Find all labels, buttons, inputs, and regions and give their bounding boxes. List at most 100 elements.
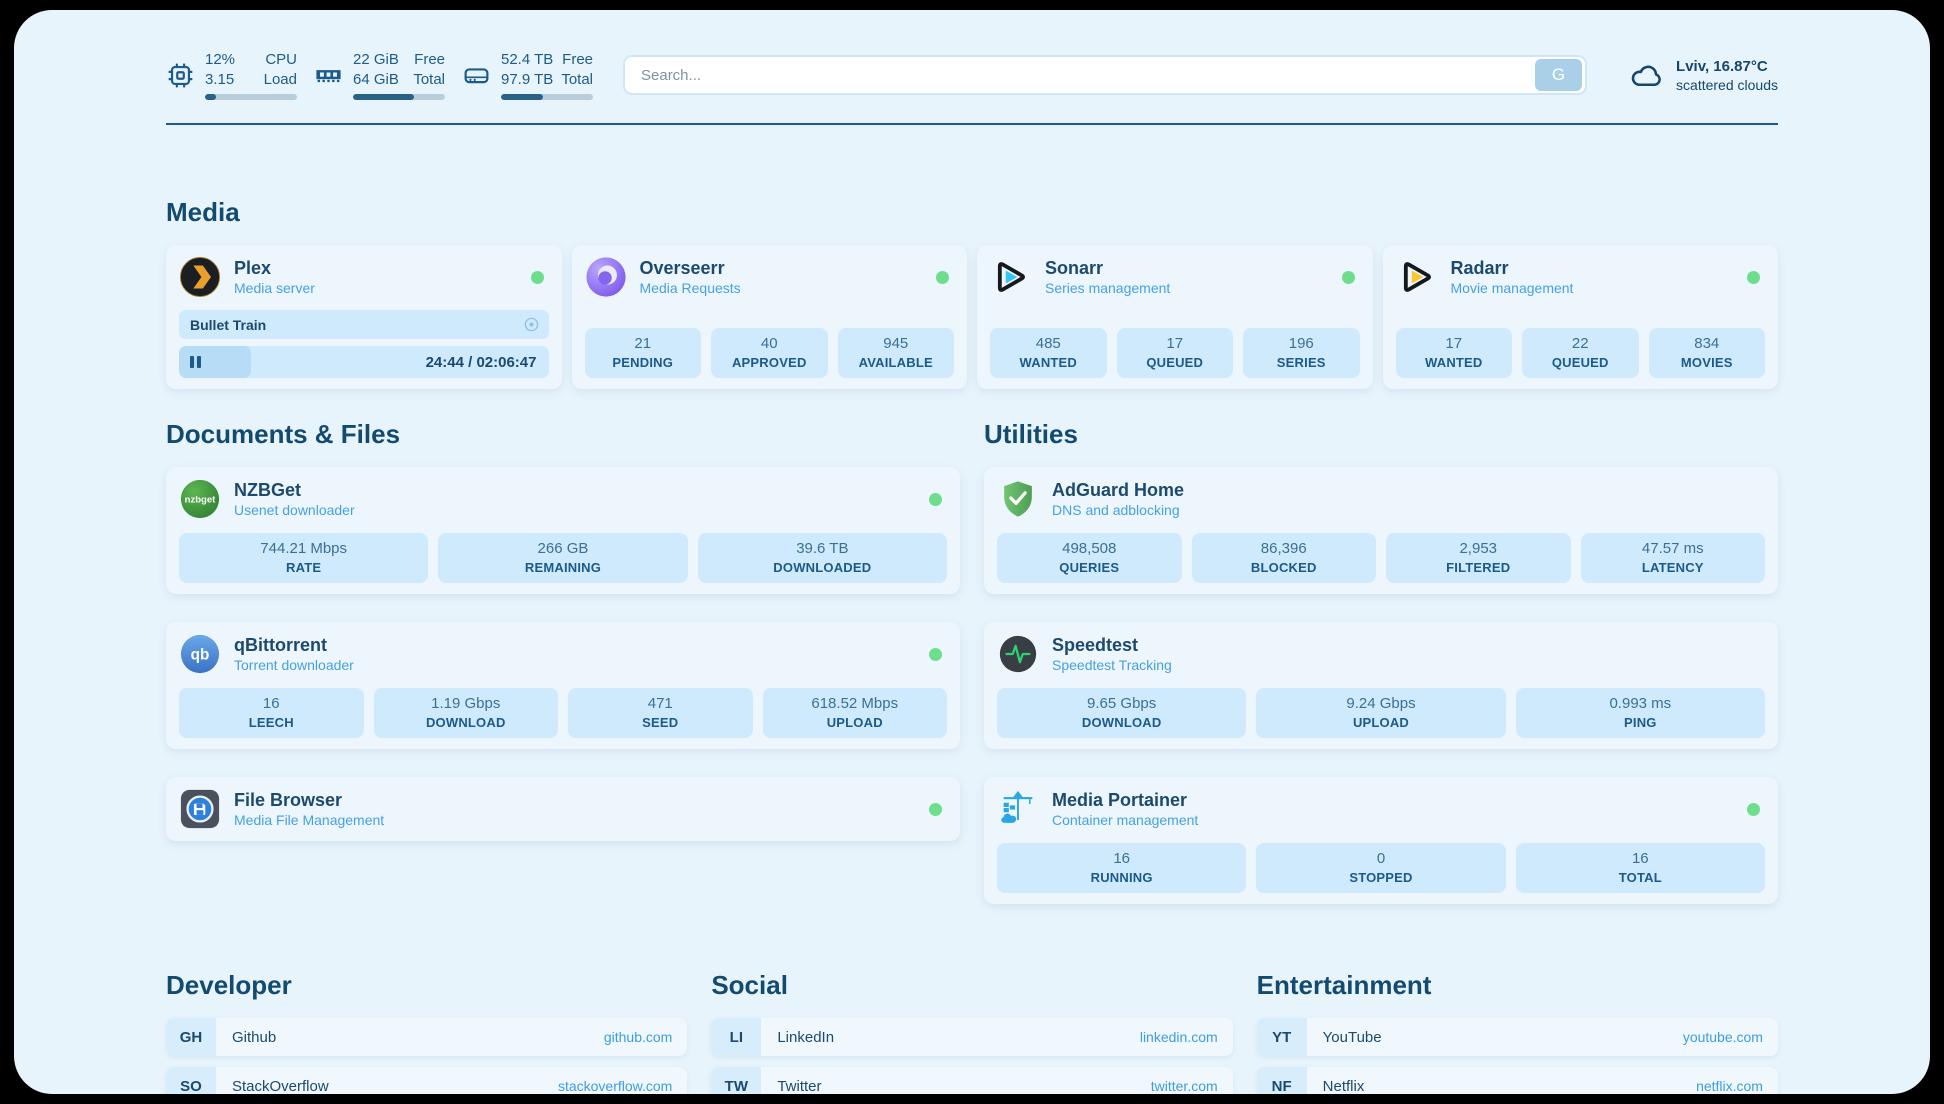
filebrowser-icon <box>180 789 220 829</box>
filebrowser-card[interactable]: File Browser Media File Management <box>166 777 960 841</box>
cloud-icon <box>1631 65 1661 87</box>
portainer-card[interactable]: Media Portainer Container management 16 … <box>984 777 1778 904</box>
stat-box: 86,396 BLOCKED <box>1191 533 1376 583</box>
stat-box: 16 LEECH <box>179 688 364 738</box>
bookmark-url: netflix.com <box>1696 1078 1763 1094</box>
nzbget-card[interactable]: nzbget NZBGet Usenet downloader 744.21 M… <box>166 467 960 594</box>
bookmark-stackoverflow[interactable]: SO StackOverflow stackoverflow.com <box>166 1067 688 1095</box>
header-divider <box>166 123 1778 125</box>
disk-total-value: 97.9 TB <box>501 70 554 88</box>
stat-box: 39.6 TB DOWNLOADED <box>697 533 947 583</box>
ram-free-value: 22 GiB <box>353 51 399 68</box>
bookmark-name: StackOverflow <box>232 1077 329 1095</box>
stat-box: 47.57 ms LATENCY <box>1580 533 1765 583</box>
app-name: AdGuard Home <box>1052 479 1185 500</box>
qbittorrent-card[interactable]: qb qBittorrent Torrent downloader 16 LEE… <box>166 622 960 749</box>
disk-icon <box>464 67 489 83</box>
qbittorrent-icon: qb <box>180 634 220 674</box>
svg-text:qb: qb <box>191 647 210 664</box>
overseerr-icon <box>585 257 626 297</box>
app-desc: DNS and adblocking <box>1052 502 1180 519</box>
status-dot <box>929 492 942 506</box>
bookmark-twitter[interactable]: TW Twitter twitter.com <box>711 1067 1233 1095</box>
cpu-load-value: 3.15 <box>205 70 235 88</box>
status-dot <box>1341 270 1355 284</box>
app-desc: Speedtest Tracking <box>1052 657 1172 674</box>
bookmark-github[interactable]: GH Github github.com <box>166 1018 688 1056</box>
bookmark-youtube[interactable]: YT YouTube youtube.com <box>1256 1018 1778 1056</box>
bookmark-url: linkedin.com <box>1139 1029 1218 1045</box>
search-input[interactable] <box>639 65 1536 85</box>
cpu-label-top: CPU <box>265 51 297 68</box>
status-dot <box>929 802 942 816</box>
plex-card[interactable]: Plex Media server Bullet Train <box>166 245 562 389</box>
developer-section-title: Developer <box>166 970 292 1000</box>
disk-widget: 52.4 TB 97.9 TB Free Total <box>462 50 593 100</box>
cpu-percent: 12% <box>205 51 236 68</box>
bookmark-name: LinkedIn <box>777 1028 835 1046</box>
stat-box: 196 SERIES <box>1243 328 1360 378</box>
cpu-icon <box>168 63 193 87</box>
app-desc: Torrent downloader <box>234 657 354 674</box>
bookmark-abbr: LI <box>711 1018 762 1056</box>
plex-icon <box>179 256 221 298</box>
bookmark-name: Twitter <box>777 1077 822 1095</box>
stat-box: 17 QUEUED <box>1116 328 1233 378</box>
search-provider-button[interactable]: G <box>1535 59 1583 91</box>
status-dot <box>1747 802 1760 816</box>
stat-box: 22 QUEUED <box>1522 328 1639 378</box>
stat-box: 21 PENDING <box>584 328 701 378</box>
speedtest-icon <box>999 635 1037 673</box>
app-name: Overseerr <box>639 257 725 278</box>
stat-box: 9.24 Gbps UPLOAD <box>1256 688 1506 738</box>
status-dot <box>936 270 949 284</box>
adguard-icon <box>1004 481 1032 517</box>
resource-widgets: 12% 3.15 CPU Load <box>166 50 593 100</box>
app-desc: Media File Management <box>234 812 385 829</box>
app-name: Sonarr <box>1045 257 1104 278</box>
stat-box: 2,953 FILTERED <box>1386 533 1571 583</box>
radarr-card[interactable]: Radarr Movie management 17 WANTED 22 QUE… <box>1382 245 1778 389</box>
overseerr-card[interactable]: Overseerr Media Requests 21 PENDING 40 A… <box>571 245 967 389</box>
search-bar: G <box>623 55 1588 95</box>
playback-progress-bar: 24:44 / 02:06:47 <box>179 346 549 378</box>
app-name: NZBGet <box>234 479 301 500</box>
top-bar: 12% 3.15 CPU Load <box>166 48 1778 102</box>
app-desc: Container management <box>1052 812 1199 829</box>
radarr-icon <box>1403 262 1431 292</box>
bookmark-group-entertainment: Entertainment YT YouTube youtube.com NF … <box>1256 970 1778 1095</box>
app-desc: Usenet downloader <box>234 502 355 519</box>
section-utilities: Utilities AdGuard Home <box>984 419 1778 904</box>
disk-progress-bar <box>501 94 593 100</box>
stat-box: 16 TOTAL <box>1515 843 1765 893</box>
bookmark-name: Github <box>232 1028 277 1046</box>
status-dot <box>530 270 544 284</box>
stat-box: 485 WANTED <box>990 328 1107 378</box>
bookmark-abbr: TW <box>711 1067 762 1094</box>
adguard-card[interactable]: AdGuard Home DNS and adblocking 498,508 … <box>984 467 1778 594</box>
portainer-icon <box>1001 790 1033 823</box>
weather-widget: Lviv, 16.87°C scattered clouds <box>1629 57 1778 93</box>
app-name: File Browser <box>234 789 343 810</box>
stat-box: 834 MOVIES <box>1648 328 1765 378</box>
ram-total-value: 64 GiB <box>353 70 399 88</box>
bookmark-netflix[interactable]: NF Netflix netflix.com <box>1256 1067 1778 1095</box>
ram-label-top: Free <box>414 51 445 68</box>
ram-icon <box>316 69 341 82</box>
bookmark-name: YouTube <box>1322 1028 1382 1046</box>
bookmark-linkedin[interactable]: LI LinkedIn linkedin.com <box>711 1018 1233 1056</box>
app-desc: Media server <box>234 280 315 297</box>
stat-box: 40 APPROVED <box>711 328 828 378</box>
dashboard-panel: 12% 3.15 CPU Load <box>14 10 1930 1094</box>
stat-box: 0.993 ms PING <box>1515 688 1765 738</box>
sonarr-card[interactable]: Sonarr Series management 485 WANTED 17 Q… <box>977 245 1373 389</box>
disk-free-value: 52.4 TB <box>501 51 554 68</box>
stat-box: 945 AVAILABLE <box>837 328 954 378</box>
bookmark-name: Netflix <box>1322 1077 1365 1095</box>
bookmark-abbr: NF <box>1256 1067 1307 1094</box>
now-playing-title: Bullet Train <box>190 316 267 333</box>
bookmark-group-developer: Developer GH Github github.com SO StackO… <box>166 970 688 1095</box>
bookmark-url: github.com <box>603 1029 673 1045</box>
speedtest-card[interactable]: Speedtest Speedtest Tracking 9.65 Gbps D… <box>984 622 1778 749</box>
section-documents: Documents & Files nzbget NZBGet <box>166 419 960 841</box>
